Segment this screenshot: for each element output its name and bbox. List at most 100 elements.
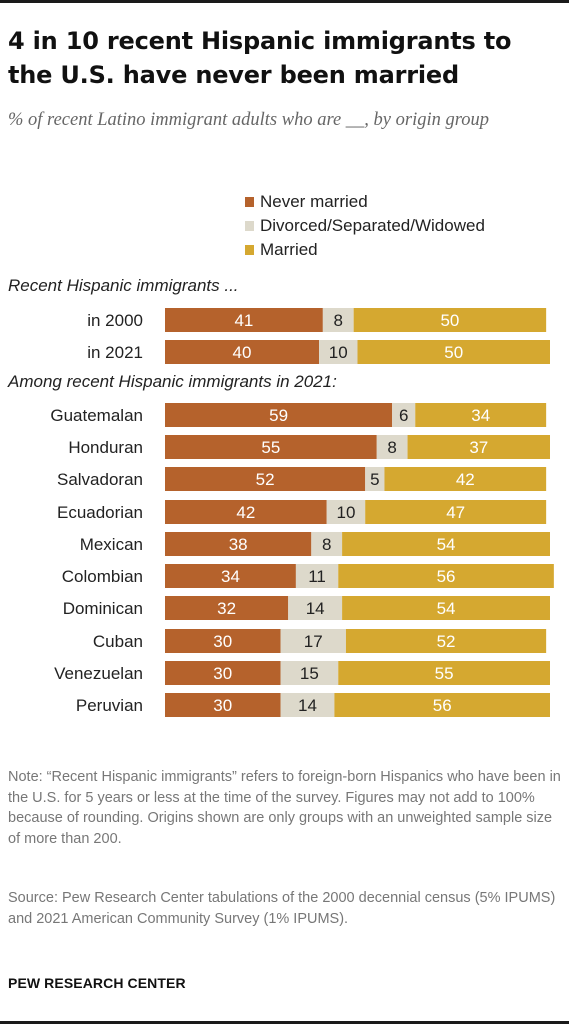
data-label-ecuadorian-divorced-separated-widowed: 10	[336, 503, 355, 522]
data-label-peruvian-married: 56	[433, 696, 452, 715]
bar-honduran-never-married	[165, 435, 377, 459]
top-rule	[0, 0, 569, 3]
bar-ecuadorian-divorced-separated-widowed	[326, 500, 366, 524]
data-label-salvadoran-married: 42	[456, 470, 475, 489]
category-label-colombian: Colombian	[62, 567, 143, 586]
bar-mexican-married	[342, 532, 550, 556]
bar-venezuelan-married	[338, 661, 550, 685]
bar-guatemalan-never-married	[165, 403, 393, 427]
bar-colombian-married	[338, 564, 554, 588]
bar-mexican-divorced-separated-widowed	[311, 532, 343, 556]
bar-in-2021-never-married	[165, 340, 319, 364]
category-label-salvadoran: Salvadoran	[57, 470, 143, 489]
bar-cuban-married	[345, 629, 547, 653]
category-label-cuban: Cuban	[93, 632, 143, 651]
stacked-bar-chart: in 2000 41 8 50 in 2021 40 10 50 Guatemalan 59 6 34…	[50, 308, 554, 717]
bar-peruvian-divorced-separated-widowed	[280, 693, 335, 717]
data-label-colombian-married: 56	[437, 567, 456, 586]
data-label-honduran-divorced-separated-widowed: 8	[387, 438, 396, 457]
category-label-in-2021: in 2021	[87, 343, 143, 362]
bar-colombian-never-married	[165, 564, 296, 588]
bar-in-2000-married	[353, 308, 547, 332]
bar-in-2021-divorced-separated-widowed	[319, 340, 358, 364]
data-label-dominican-married: 54	[437, 599, 456, 618]
bar-mexican-never-married	[165, 532, 312, 556]
category-label-venezuelan: Venezuelan	[54, 664, 143, 683]
category-label-guatemalan: Guatemalan	[50, 406, 143, 425]
data-label-ecuadorian-married: 47	[446, 503, 465, 522]
legend-swatch-divorced	[245, 221, 254, 231]
data-label-colombian-divorced-separated-widowed: 11	[308, 567, 326, 586]
data-label-in-2000-married: 50	[440, 311, 459, 330]
section-label-overall: Recent Hispanic immigrants ...	[8, 276, 239, 295]
chart-title: 4 in 10 recent Hispanic immigrants to th…	[8, 27, 512, 89]
data-label-honduran-married: 37	[469, 438, 488, 457]
bar-honduran-divorced-separated-widowed	[376, 435, 408, 459]
data-label-dominican-divorced-separated-widowed: 14	[306, 599, 325, 618]
category-label-mexican: Mexican	[80, 535, 143, 554]
bar-venezuelan-divorced-separated-widowed	[280, 661, 339, 685]
data-label-venezuelan-never-married: 30	[213, 664, 232, 683]
data-label-cuban-married: 52	[437, 632, 456, 651]
data-label-mexican-divorced-separated-widowed: 8	[322, 535, 331, 554]
bar-colombian-divorced-separated-widowed	[295, 564, 339, 588]
bar-salvadoran-divorced-separated-widowed	[365, 467, 385, 491]
legend-swatch-never-married	[245, 197, 254, 207]
bar-ecuadorian-married	[365, 500, 547, 524]
data-label-peruvian-never-married: 30	[213, 696, 232, 715]
data-label-venezuelan-divorced-separated-widowed: 15	[300, 664, 319, 683]
bar-in-2000-never-married	[165, 308, 323, 332]
data-label-ecuadorian-never-married: 42	[236, 503, 255, 522]
bar-peruvian-married	[334, 693, 550, 717]
legend-label-married: Married	[260, 240, 318, 259]
data-label-mexican-never-married: 38	[229, 535, 248, 554]
chart-subtitle: % of recent Latino immigrant adults who …	[8, 110, 489, 130]
data-label-guatemalan-divorced-separated-widowed: 6	[399, 406, 408, 425]
data-label-in-2021-married: 50	[444, 343, 463, 362]
legend-label-never-married: Never married	[260, 192, 368, 211]
legend-label-divorced: Divorced/Separated/Widowed	[260, 216, 485, 235]
data-label-salvadoran-divorced-separated-widowed: 5	[370, 470, 379, 489]
category-label-dominican: Dominican	[63, 599, 143, 618]
data-label-colombian-never-married: 34	[221, 567, 240, 586]
bar-dominican-married	[342, 596, 550, 620]
chart-source: Source: Pew Research Center tabulations …	[8, 890, 556, 927]
data-label-dominican-never-married: 32	[217, 599, 236, 618]
data-label-venezuelan-married: 55	[435, 664, 454, 683]
bar-dominican-never-married	[165, 596, 289, 620]
bar-cuban-divorced-separated-widowed	[280, 629, 346, 653]
bar-honduran-married	[407, 435, 550, 459]
bar-guatemalan-married	[415, 403, 547, 427]
data-label-cuban-divorced-separated-widowed: 17	[304, 632, 323, 651]
data-label-peruvian-divorced-separated-widowed: 14	[298, 696, 317, 715]
data-label-in-2021-divorced-separated-widowed: 10	[329, 343, 348, 362]
bar-cuban-never-married	[165, 629, 281, 653]
chart-note: Note: “Recent Hispanic immigrants” refer…	[8, 769, 561, 847]
bar-salvadoran-never-married	[165, 467, 366, 491]
data-label-mexican-married: 54	[437, 535, 456, 554]
data-label-cuban-never-married: 30	[213, 632, 232, 651]
data-label-salvadoran-never-married: 52	[256, 470, 275, 489]
data-label-guatemalan-married: 34	[471, 406, 490, 425]
bar-venezuelan-never-married	[165, 661, 281, 685]
category-label-peruvian: Peruvian	[76, 696, 143, 715]
bar-ecuadorian-never-married	[165, 500, 327, 524]
category-label-honduran: Honduran	[68, 438, 143, 457]
bar-guatemalan-divorced-separated-widowed	[392, 403, 416, 427]
data-label-honduran-never-married: 55	[261, 438, 280, 457]
bar-dominican-divorced-separated-widowed	[288, 596, 343, 620]
bar-in-2000-divorced-separated-widowed	[322, 308, 354, 332]
data-label-in-2000-never-married: 41	[234, 311, 253, 330]
category-label-ecuadorian: Ecuadorian	[57, 503, 143, 522]
data-label-in-2000-divorced-separated-widowed: 8	[334, 311, 343, 330]
section-label-origin: Among recent Hispanic immigrants in 2021…	[8, 372, 337, 391]
data-label-in-2021-never-married: 40	[233, 343, 252, 362]
category-label-in-2000: in 2000	[87, 311, 143, 330]
bar-peruvian-never-married	[165, 693, 281, 717]
bar-in-2021-married	[357, 340, 550, 364]
brand-wordmark: PEW RESEARCH CENTER	[8, 975, 186, 991]
bar-salvadoran-married	[384, 467, 547, 491]
bottom-rule	[0, 1021, 569, 1024]
data-label-guatemalan-never-married: 59	[269, 406, 288, 425]
legend-swatch-married	[245, 245, 254, 255]
